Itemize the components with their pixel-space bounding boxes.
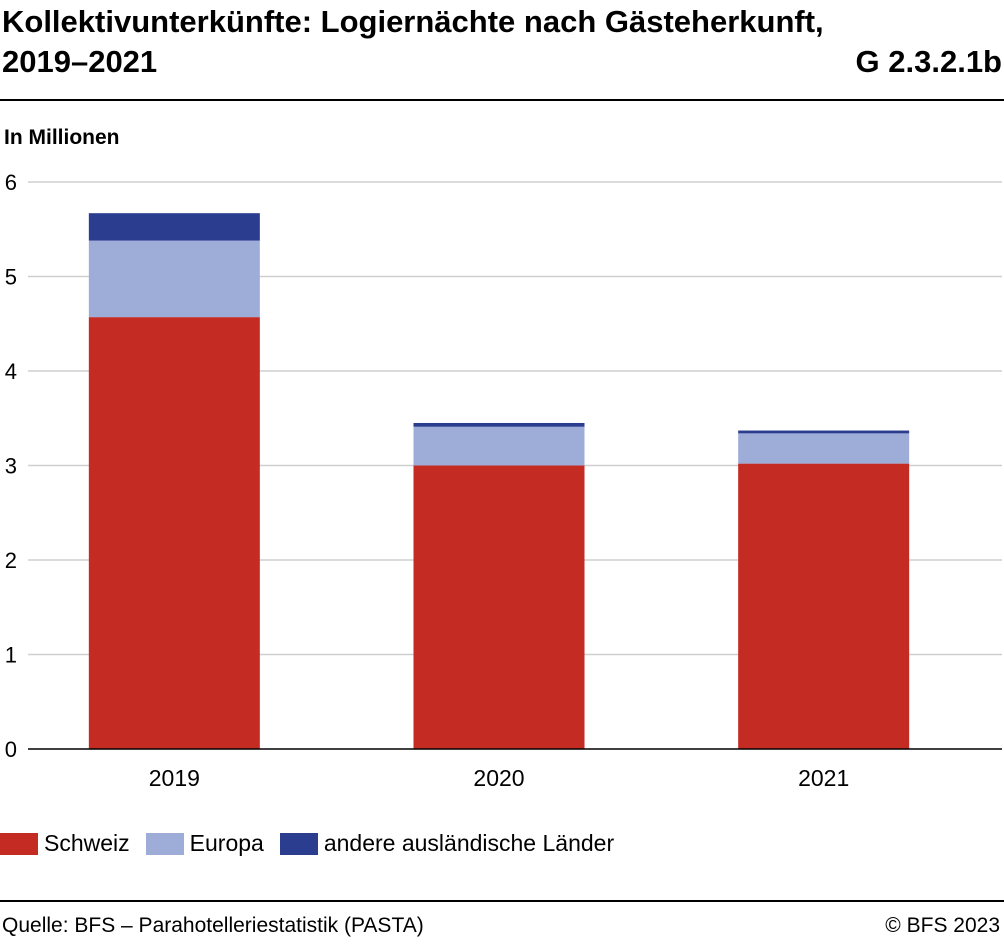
x-tick-label: 2021 — [798, 765, 849, 791]
footer-rule — [0, 900, 1004, 902]
bar-segment — [413, 422, 585, 427]
legend-label: andere ausländische Länder — [323, 830, 615, 856]
header-rule — [0, 99, 1004, 101]
legend-label: Europa — [189, 830, 264, 856]
y-tick-label: 0 — [5, 737, 17, 762]
y-tick-label: 2 — [5, 548, 17, 573]
legend-label: Schweiz — [44, 830, 130, 856]
bar-segment — [738, 430, 910, 434]
bar-segment — [413, 426, 585, 466]
y-tick-label: 5 — [5, 265, 17, 290]
legend-item: Schweiz — [0, 830, 130, 857]
y-axis-unit-label: In Millionen — [4, 126, 120, 149]
legend-swatch — [145, 832, 184, 855]
bar-chart: 0 1 2 3 4 5 6 2019 2020 2021 — [5, 170, 1002, 791]
y-tick-label: 1 — [5, 643, 17, 668]
x-tick-label: 2019 — [149, 765, 200, 791]
y-tick-label: 4 — [5, 359, 17, 384]
footer: Quelle: BFS – Parahotelleriestatistik (P… — [2, 914, 1000, 938]
y-tick-label: 6 — [5, 170, 17, 195]
source-note: Quelle: BFS – Parahotelleriestatistik (P… — [2, 914, 424, 937]
title-line-1: Kollektivunterkünfte: Logiernächte nach … — [2, 4, 824, 39]
chart-title: Kollektivunterkünfte: Logiernächte nach … — [2, 2, 1002, 82]
bar-segment — [738, 433, 910, 464]
copyright: © BFS 2023 — [885, 914, 1000, 937]
legend-swatch — [279, 832, 318, 855]
legend: Schweiz Europa andere ausländische Länder — [0, 830, 630, 857]
title-line-2: 2019–2021 — [2, 44, 158, 79]
legend-item: Europa — [145, 830, 264, 857]
bar-segment — [88, 213, 260, 241]
bar-segment — [413, 465, 585, 749]
graphic-id: G 2.3.2.1b — [855, 44, 1002, 79]
bar-segment — [738, 463, 910, 749]
bar-segment — [88, 240, 260, 318]
bar-segment — [88, 317, 260, 749]
x-tick-label: 2020 — [473, 765, 524, 791]
legend-item: andere ausländische Länder — [279, 830, 615, 857]
y-tick-label: 3 — [5, 454, 17, 479]
legend-swatch — [0, 832, 38, 855]
